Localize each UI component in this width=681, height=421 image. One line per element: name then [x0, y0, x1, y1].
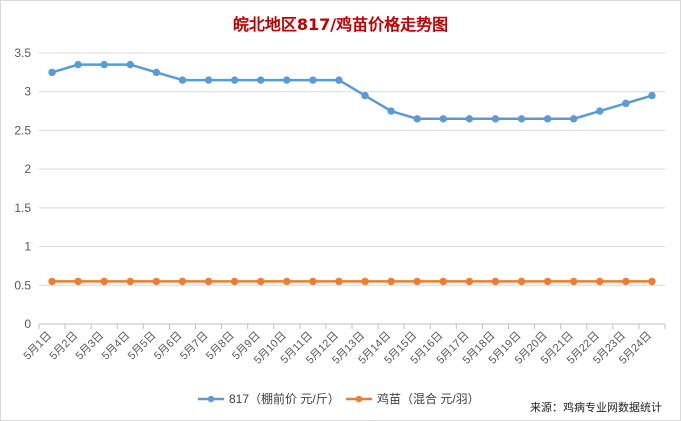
series-2-point: [596, 277, 604, 286]
y-tick-label: 2: [24, 162, 31, 176]
chart-title: 皖北地区817/鸡苗价格走势图: [232, 15, 449, 34]
series-2-point: [126, 277, 134, 286]
x-tick-label: 5月4日: [100, 330, 133, 363]
series-2-point: [309, 277, 317, 286]
y-tick-label: 0.5: [14, 278, 31, 292]
source-note: 来源：鸡病专业网数据统计: [530, 401, 662, 414]
y-tick-label: 0: [24, 317, 31, 331]
series-1-point: [387, 107, 395, 115]
series-1-point: [570, 115, 578, 123]
legend-label: 817（棚前价 元/斤）: [229, 391, 340, 406]
series-1-point: [283, 76, 291, 84]
y-tick-label: 3: [24, 85, 31, 99]
series-2-point: [465, 277, 474, 286]
series-2-point: [387, 277, 395, 286]
x-tick-label: 5月7日: [178, 330, 211, 363]
series-2-point: [204, 277, 213, 286]
series-1-point: [48, 68, 56, 77]
series-1-point: [152, 68, 161, 77]
series-line-1: [51, 63, 653, 121]
series-1-point: [126, 60, 134, 69]
series-1-point: [335, 76, 343, 84]
series-1-point: [517, 115, 526, 123]
series-1-point: [596, 107, 604, 115]
series-1-point: [439, 115, 447, 123]
series-2-point: [648, 277, 656, 286]
x-tick-label: 5月5日: [126, 330, 159, 363]
series-2-point: [178, 277, 187, 286]
series-2-point: [230, 277, 239, 286]
series-1-point: [465, 115, 474, 123]
series-1-point: [178, 76, 187, 84]
legend-swatch-marker: [355, 395, 363, 403]
series-2-point: [100, 277, 108, 286]
series-1-point: [204, 76, 213, 84]
series-2-point: [439, 277, 447, 286]
series-2-point: [48, 277, 56, 286]
series-2-point: [570, 277, 578, 286]
series-1-point: [257, 76, 265, 84]
series-1-point: [230, 76, 239, 84]
series-2-point: [517, 277, 526, 286]
series-1-point: [543, 115, 552, 123]
x-tick-label: 5月6日: [152, 330, 185, 363]
y-tick-label: 3.5: [14, 46, 31, 60]
series-1-point: [361, 91, 369, 100]
series-2-point: [413, 277, 421, 286]
series-2-point: [543, 277, 552, 286]
series-2-point: [283, 277, 291, 286]
series-2-point: [74, 277, 82, 286]
series-1-point: [309, 76, 317, 84]
series-2-point: [152, 277, 161, 286]
x-tick-label: 5月8日: [204, 330, 237, 363]
series-1-point: [74, 60, 82, 69]
series-1-point: [622, 99, 630, 108]
series-2-point: [257, 277, 265, 286]
series-2-point: [622, 277, 630, 286]
x-tick-label: 5月3日: [74, 330, 107, 363]
legend-label: 鸡苗（混合 元/羽）: [377, 391, 480, 406]
y-tick-label: 2.5: [14, 123, 31, 137]
x-tick-label: 5月2日: [48, 330, 81, 363]
series-2-point: [491, 277, 500, 286]
series-2-point: [335, 277, 343, 286]
series-1-point: [648, 91, 656, 100]
series-1-point: [413, 115, 421, 123]
legend-swatch-marker: [207, 395, 215, 403]
series-1-point: [491, 115, 500, 123]
series-1-point: [100, 60, 108, 69]
series-2-point: [361, 277, 369, 286]
y-tick-label: 1: [24, 240, 31, 254]
x-tick-label: 5月1日: [21, 330, 54, 363]
y-tick-label: 1.5: [14, 201, 31, 215]
